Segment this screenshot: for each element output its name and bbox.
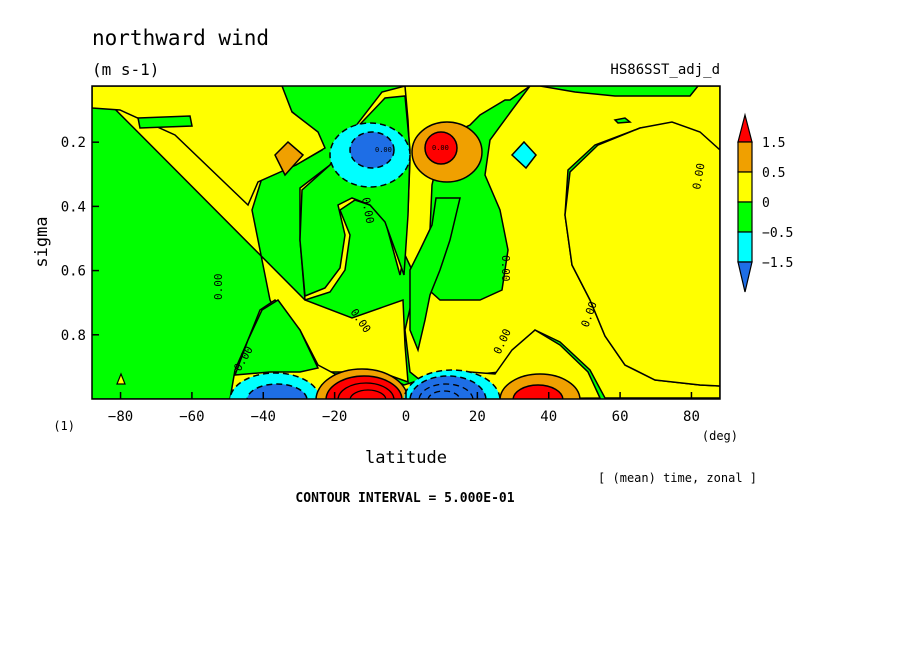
colorbar-swatch-green <box>737 201 753 233</box>
x-tick-label: −60 <box>179 409 204 425</box>
units-label: (m s-1) <box>92 60 159 79</box>
contour-label: 0.00 <box>499 255 512 282</box>
x-tick-label: 80 <box>683 409 700 425</box>
chart-title: northward wind <box>92 26 269 50</box>
contour-label-small: 0.00 <box>432 144 449 152</box>
contour-pos-lower-center-b <box>349 389 387 399</box>
colorbar-arrow-bottom <box>737 261 753 293</box>
contour-label: 0.00 <box>690 162 707 190</box>
contour-neg-lower-center-a <box>418 383 474 399</box>
region-orange-small-west <box>274 140 305 177</box>
contour-label: 0.00 <box>359 196 376 224</box>
x-axis: −80 −60 −40 −20 0 20 40 60 80 <box>108 392 700 425</box>
colorbar-label: 1.5 <box>762 136 785 151</box>
dataset-label: HS86SST_adj_d <box>610 62 720 78</box>
cell-pos-lower-center-core <box>325 375 403 399</box>
colorbar-label: −1.5 <box>762 256 793 271</box>
colorbar-swatch-cyan <box>737 231 753 263</box>
region-negative-small-east <box>613 117 632 124</box>
region-positive-east <box>564 121 720 387</box>
colorbar-label: −0.5 <box>762 226 793 241</box>
region-small-triangle <box>116 372 126 385</box>
x-axis-label: latitude <box>365 448 447 468</box>
colorbar-label: 0.5 <box>762 166 785 181</box>
corner-label: (1) <box>53 419 75 433</box>
y-tick-label: 0.4 <box>61 199 86 215</box>
y-axis-label: sigma <box>32 216 52 267</box>
contour-label: 0.00 <box>212 274 225 301</box>
region-positive-upper-left <box>92 86 326 207</box>
colorbar: 1.5 0.5 0 −0.5 −1.5 <box>737 112 793 293</box>
x-tick-label: 40 <box>540 409 557 425</box>
contour-field <box>92 86 720 399</box>
cell-neg-lower-west-core <box>246 383 308 399</box>
x-tick-label: −20 <box>322 409 347 425</box>
cell-pos-lower-east-core <box>512 384 564 399</box>
cell-neg-upper-core <box>349 131 395 169</box>
colorbar-label: 0 <box>762 196 770 211</box>
x-tick-label: 20 <box>469 409 486 425</box>
y-axis: 0.2 0.4 0.6 0.8 <box>61 135 99 344</box>
colorbar-arrow-top <box>737 112 753 143</box>
region-negative-lower-center <box>409 197 461 353</box>
colorbar-swatch-orange <box>737 141 753 173</box>
contour-label-small: 0.00 <box>375 146 392 154</box>
contour-interval-label: CONTOUR INTERVAL = 5.000E-01 <box>295 491 514 506</box>
cell-pos-upper-core <box>424 131 458 165</box>
colorbar-swatch-yellow <box>737 171 753 203</box>
averaging-label: [ (mean) time, zonal ] <box>598 471 757 485</box>
x-tick-label: −80 <box>108 409 133 425</box>
y-tick-label: 0.6 <box>61 264 86 280</box>
x-tick-label: 0 <box>402 409 410 425</box>
region-negative-west-lower <box>233 298 320 376</box>
region-cyan-small-east <box>510 140 537 170</box>
x-tick-label: −40 <box>251 409 276 425</box>
x-unit-label: (deg) <box>702 429 738 443</box>
x-tick-label: 60 <box>612 409 629 425</box>
y-tick-label: 0.2 <box>61 135 86 151</box>
cell-neg-lower-center-core <box>409 375 487 399</box>
y-tick-label: 0.8 <box>61 328 86 344</box>
contour-pos-lower-center-a <box>337 382 395 399</box>
region-negative-upper-strip <box>137 115 193 129</box>
